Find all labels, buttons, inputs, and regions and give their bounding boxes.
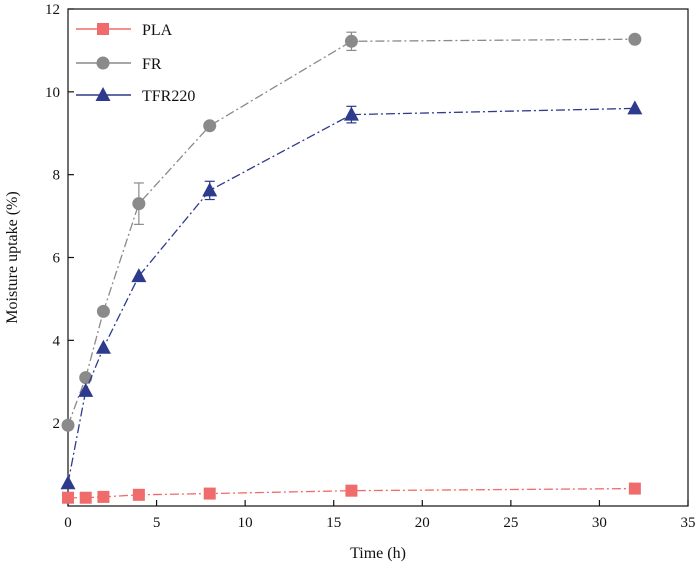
data-point-tfr220 — [95, 339, 111, 354]
data-point-tfr220 — [131, 268, 147, 283]
legend-marker-tfr220 — [95, 87, 111, 101]
legend-label-pla: PLA — [142, 22, 173, 39]
legend-label-tfr220: TFR220 — [142, 88, 195, 105]
axis-ticks: 0 5 10 15 20 25 30 35 2 4 6 8 10 12 — [45, 2, 696, 531]
y-tick-label: 4 — [53, 333, 61, 349]
legend-item-pla: PLA — [76, 22, 173, 39]
data-point-fr — [628, 32, 642, 46]
legend-label-fr: FR — [142, 56, 162, 73]
data-point-fr — [203, 119, 217, 133]
x-axis-label: Time (h) — [350, 545, 406, 562]
x-tick-label: 35 — [681, 515, 696, 531]
data-point-tfr220 — [60, 475, 76, 490]
y-tick-label: 2 — [53, 416, 61, 432]
y-axis-label: Moisture uptake (%) — [4, 191, 21, 323]
series-pla — [62, 482, 641, 504]
data-point-pla — [97, 490, 110, 503]
series-layer — [60, 31, 643, 504]
series-tfr220 — [60, 100, 643, 490]
x-tick-label: 30 — [592, 515, 607, 531]
legend-marker-pla — [97, 23, 109, 35]
data-point-pla — [79, 491, 92, 504]
legend-marker-fr — [96, 56, 110, 70]
x-tick-label: 25 — [503, 515, 518, 531]
data-point-pla — [62, 491, 74, 504]
data-point-tfr220 — [78, 382, 94, 397]
x-tick-label: 15 — [326, 515, 341, 531]
data-point-fr — [61, 418, 75, 432]
data-point-fr — [132, 197, 146, 211]
data-point-pla — [203, 487, 216, 500]
y-tick-label: 8 — [53, 168, 61, 184]
data-point-tfr220 — [627, 100, 643, 115]
data-point-fr — [344, 34, 358, 48]
y-tick-label: 6 — [53, 251, 61, 267]
data-point-pla — [345, 484, 358, 497]
series-line-tfr220 — [67, 107, 635, 484]
data-point-tfr220 — [343, 106, 359, 121]
x-tick-label: 10 — [238, 515, 253, 531]
data-point-pla — [628, 482, 641, 495]
legend-item-fr: FR — [76, 56, 162, 73]
data-point-fr — [96, 304, 110, 318]
legend: PLA FR TFR220 — [76, 22, 195, 105]
plot-frame — [67, 8, 689, 507]
x-tick-label: 5 — [153, 515, 161, 531]
data-point-tfr220 — [202, 182, 218, 197]
y-tick-label: 10 — [45, 85, 60, 101]
data-point-fr — [79, 371, 93, 385]
legend-item-tfr220: TFR220 — [76, 87, 195, 105]
x-tick-label: 0 — [64, 515, 72, 531]
x-tick-label: 20 — [415, 515, 430, 531]
series-fr — [61, 31, 642, 432]
data-point-pla — [132, 488, 145, 501]
y-tick-label: 12 — [45, 2, 60, 18]
